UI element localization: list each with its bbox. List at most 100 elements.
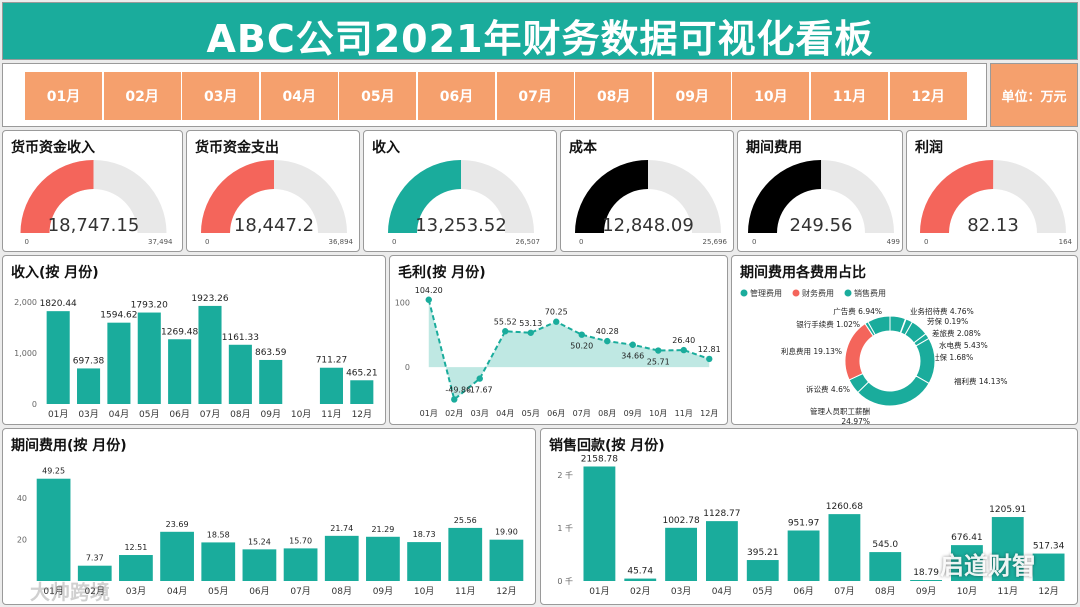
chart-title: 收入(按 月份): [11, 265, 99, 281]
gauge-max: 25,696: [703, 238, 728, 246]
legend-marker: [844, 289, 852, 297]
month-button-6[interactable]: 06月: [418, 72, 495, 120]
x-tick-label: 11月: [321, 409, 341, 420]
x-tick-label: 06月: [547, 409, 565, 418]
month-button-7[interactable]: 07月: [496, 72, 574, 120]
x-tick-label: 11月: [455, 586, 475, 597]
x-tick-label: 04月: [712, 586, 732, 597]
bar: [319, 367, 343, 404]
data-label: 465.21: [346, 368, 378, 378]
bar: [624, 578, 657, 581]
data-label: 70.25: [545, 308, 568, 317]
month-button-12[interactable]: 12月: [889, 72, 967, 120]
data-label: 25.71: [647, 358, 670, 367]
bar: [665, 527, 698, 581]
data-label: 23.69: [166, 520, 189, 529]
x-tick-label: 06月: [249, 586, 269, 597]
data-label: 50.20: [570, 342, 593, 351]
bar: [869, 552, 902, 581]
x-tick-label: 10月: [414, 586, 434, 597]
revenue-chart-panel: 收入(按 月份) 0 1,000 2,000 1820.44 01月 697.38 03月 1…: [2, 255, 386, 425]
collection-bar-chart: 0 千 1 千 2 千 2158.78 01月 45.74 02月 1002.78 03月 112…: [557, 454, 1064, 597]
gauge-min: 0: [752, 238, 756, 246]
bar: [350, 380, 374, 404]
x-tick-label: 05月: [753, 586, 773, 597]
data-label: 19.90: [495, 528, 518, 537]
area-fill: [428, 299, 710, 400]
y-tick-label: 0 千: [557, 576, 573, 586]
slice-label-value: 24.97%: [841, 417, 870, 425]
x-tick-label: 03月: [471, 409, 489, 418]
gauge-fill: [20, 160, 94, 233]
data-label: -17.67: [467, 386, 493, 395]
x-tick-label: 04月: [109, 409, 129, 420]
month-button-11[interactable]: 11月: [811, 72, 888, 120]
month-button-10[interactable]: 10月: [732, 72, 810, 120]
gauge-chart: 82.13 0 164: [920, 160, 1073, 246]
kpi-title: 成本: [569, 140, 597, 156]
x-tick-label: 09月: [624, 409, 642, 418]
x-tick-label: 10月: [291, 409, 311, 420]
chart-title: 毛利(按 月份): [398, 265, 486, 281]
x-tick-label: 07月: [573, 409, 591, 418]
data-point: [629, 341, 636, 348]
x-tick-label: 01月: [48, 409, 68, 420]
slice-label: 业务招待费 4.76%: [910, 306, 974, 316]
x-tick-label: 05月: [139, 409, 159, 420]
kpi-card-revenue: 收入 13,253.52 0 26,507: [363, 130, 557, 252]
data-label: 951.97: [788, 519, 820, 529]
gauge-max: 36,894: [329, 238, 354, 246]
data-label: 676.41: [951, 533, 983, 543]
month-button-9[interactable]: 09月: [653, 72, 731, 120]
x-tick-label: 10月: [649, 409, 667, 418]
data-label: -49.86: [445, 385, 471, 394]
watermark-left: 大帅跨境: [30, 580, 110, 604]
data-label: 21.29: [371, 525, 394, 534]
gauge-max: 164: [1059, 238, 1073, 246]
month-button-4[interactable]: 04月: [260, 72, 338, 120]
data-label: 104.20: [415, 286, 443, 295]
x-tick-label: 08月: [598, 409, 616, 418]
month-button-3[interactable]: 03月: [182, 72, 260, 120]
bar: [77, 368, 101, 404]
y-tick-label: 1,000: [14, 349, 37, 358]
title-bar: ABC公司2021年财务数据可视化看板: [2, 2, 1078, 61]
kpi-card-period-expense: 期间费用 249.56 0 499: [737, 130, 903, 252]
bar: [201, 542, 236, 581]
data-label: 1205.91: [989, 505, 1026, 515]
x-tick-label: 12月: [700, 409, 718, 418]
month-button-8[interactable]: 08月: [575, 72, 653, 120]
x-tick-label: 04月: [167, 586, 187, 597]
bar: [991, 517, 1024, 581]
collection-chart-panel: 销售回款(按 月份) 0 千 1 千 2 千 2158.78 01月 45.74 02月 10…: [540, 428, 1078, 605]
y-tick-label: 2 千: [557, 470, 573, 480]
x-tick-label: 10月: [957, 586, 977, 597]
watermark-right: 启道财智: [940, 552, 1036, 580]
revenue-bar-chart: 0 1,000 2,000 1820.44 01月 697.38 03月 1594.62 04月…: [14, 294, 378, 420]
month-button-5[interactable]: 05月: [339, 72, 417, 120]
kpi-title: 货币资金支出: [195, 140, 279, 156]
bar: [137, 312, 161, 404]
legend-label: 财务费用: [802, 288, 834, 298]
slice-label: 社保 1.68%: [932, 352, 973, 362]
data-label: 7.37: [86, 554, 104, 563]
data-label: 1161.33: [222, 333, 259, 343]
gross-profit-line-chart: 0 100 104.20 01月 -49.86 02月 -17.67 03月 55.52 04月 5…: [395, 286, 721, 418]
data-label: 1269.48: [161, 327, 198, 337]
x-tick-label: 07月: [200, 409, 220, 420]
y-tick-label: 40: [17, 494, 27, 503]
donut-slice: [857, 375, 930, 407]
period-expense-chart-panel: 期间费用(按 月份) 20 40 49.25 01月 7.37 02月 12.51 03月 23…: [2, 428, 536, 605]
x-tick-label: 03月: [78, 409, 98, 420]
bar: [705, 521, 738, 581]
data-label: 25.56: [454, 516, 477, 525]
bar: [489, 539, 524, 581]
data-label: 697.38: [73, 356, 105, 366]
month-button-1[interactable]: 01月: [25, 72, 102, 120]
gauge-min: 0: [579, 238, 583, 246]
y-tick-label: 100: [395, 298, 410, 307]
month-button-2[interactable]: 02月: [103, 72, 181, 120]
x-tick-label: 09月: [916, 586, 936, 597]
bar: [168, 339, 192, 404]
